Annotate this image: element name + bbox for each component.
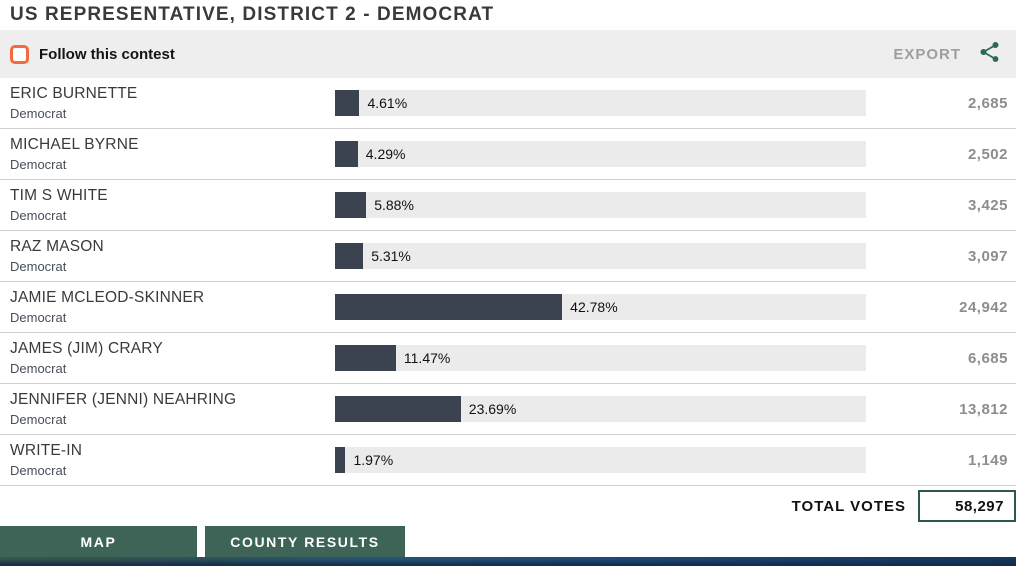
vote-count: 24,942 [959, 298, 1008, 316]
vote-bar-track: 5.88% [335, 192, 866, 218]
candidate-name: MICHAEL BYRNE [10, 136, 139, 153]
candidate-party: Democrat [10, 106, 67, 121]
bar-percent-label: 4.29% [365, 146, 406, 162]
candidate-name: ERIC BURNETTE [10, 85, 138, 102]
bar-percent-label: 23.69% [468, 401, 517, 417]
bar-fill [335, 396, 461, 422]
candidate-party: Democrat [10, 259, 67, 274]
share-button[interactable] [977, 40, 1002, 69]
candidate-row: JAMIE MCLEOD-SKINNER Democrat 42.78% 24,… [0, 282, 1016, 333]
vote-count: 2,502 [967, 145, 1008, 163]
bar-fill [335, 447, 346, 473]
candidate-row: ERIC BURNETTE Democrat 4.61% 2,685 [0, 78, 1016, 129]
bar-percent-label: 5.88% [374, 197, 414, 213]
bar-fill [335, 141, 358, 167]
bar-fill [335, 192, 367, 218]
bar-percent-label: 42.78% [570, 299, 618, 315]
export-button[interactable]: EXPORT [893, 45, 961, 63]
total-votes-row: TOTAL VOTES 58,297 [0, 486, 1016, 526]
follow-control[interactable]: Follow this contest [10, 44, 175, 64]
bar-percent-label: 5.31% [371, 248, 411, 264]
vote-bar-track: 11.47% [335, 345, 866, 371]
bar-fill [335, 294, 563, 320]
candidate-info: JAMIE MCLEOD-SKINNER Democrat [0, 289, 335, 325]
candidate-name: JENNIFER (JENNI) NEAHRING [10, 391, 237, 408]
candidate-info: JAMES (JIM) CRARY Democrat [0, 340, 335, 376]
bar-fill [335, 90, 360, 116]
candidate-name: RAZ MASON [10, 238, 104, 255]
vote-count: 3,097 [967, 247, 1008, 265]
candidate-info: MICHAEL BYRNE Democrat [0, 136, 335, 172]
candidate-info: TIM S WHITE Democrat [0, 187, 335, 223]
bar-percent-label: 4.61% [367, 95, 408, 111]
vote-bar-track: 4.29% [335, 141, 866, 167]
tab-map[interactable]: MAP [0, 526, 197, 557]
candidate-name: JAMES (JIM) CRARY [10, 340, 163, 357]
bar-percent-label: 11.47% [403, 350, 451, 366]
candidate-party: Democrat [10, 412, 67, 427]
candidate-info: ERIC BURNETTE Democrat [0, 85, 335, 121]
follow-label: Follow this contest [39, 45, 175, 63]
vote-count: 6,685 [967, 349, 1008, 367]
vote-bar-track: 5.31% [335, 243, 866, 269]
vote-count: 1,149 [967, 451, 1008, 469]
candidate-name: WRITE-IN [10, 442, 83, 459]
candidate-info: WRITE-IN Democrat [0, 442, 335, 478]
candidate-row: TIM S WHITE Democrat 5.88% 3,425 [0, 180, 1016, 231]
results-list: ERIC BURNETTE Democrat 4.61% 2,685 MICHA… [0, 78, 1016, 486]
candidate-info: RAZ MASON Democrat [0, 238, 335, 274]
vote-bar-track: 42.78% [335, 294, 866, 320]
follow-checkbox[interactable] [10, 44, 29, 64]
vote-bar-track: 23.69% [335, 396, 866, 422]
title-bar: US REPRESENTATIVE, DISTRICT 2 - DEMOCRAT [0, 0, 1016, 30]
vote-count: 13,812 [959, 400, 1008, 418]
share-icon [977, 40, 1002, 69]
candidate-row: JAMES (JIM) CRARY Democrat 11.47% 6,685 [0, 333, 1016, 384]
candidate-party: Democrat [10, 361, 67, 376]
total-votes-label: TOTAL VOTES [791, 497, 906, 515]
bar-percent-label: 1.97% [353, 452, 394, 468]
candidate-party: Democrat [10, 157, 67, 172]
candidate-name: TIM S WHITE [10, 187, 108, 204]
vote-count: 2,685 [967, 94, 1008, 112]
candidate-row: RAZ MASON Democrat 5.31% 3,097 [0, 231, 1016, 282]
candidate-party: Democrat [10, 208, 67, 223]
vote-bar-track: 4.61% [335, 90, 866, 116]
total-votes-value: 58,297 [918, 490, 1016, 522]
map-image-edge [0, 557, 1016, 566]
bar-fill [335, 243, 364, 269]
candidate-name: JAMIE MCLEOD-SKINNER [10, 289, 205, 306]
vote-bar-track: 1.97% [335, 447, 866, 473]
tab-county-results[interactable]: COUNTY RESULTS [205, 526, 405, 557]
candidate-info: JENNIFER (JENNI) NEAHRING Democrat [0, 391, 335, 427]
bar-fill [335, 345, 396, 371]
vote-count: 3,425 [967, 196, 1008, 214]
follow-bar-actions: EXPORT [893, 40, 1002, 69]
candidate-row: WRITE-IN Democrat 1.97% 1,149 [0, 435, 1016, 486]
page-title: US REPRESENTATIVE, DISTRICT 2 - DEMOCRAT [10, 4, 495, 25]
footer-tabs: MAP COUNTY RESULTS [0, 526, 1016, 557]
candidate-party: Democrat [10, 310, 67, 325]
candidate-row: JENNIFER (JENNI) NEAHRING Democrat 23.69… [0, 384, 1016, 435]
candidate-row: MICHAEL BYRNE Democrat 4.29% 2,502 [0, 129, 1016, 180]
follow-bar: Follow this contest EXPORT [0, 30, 1016, 78]
candidate-party: Democrat [10, 463, 67, 478]
